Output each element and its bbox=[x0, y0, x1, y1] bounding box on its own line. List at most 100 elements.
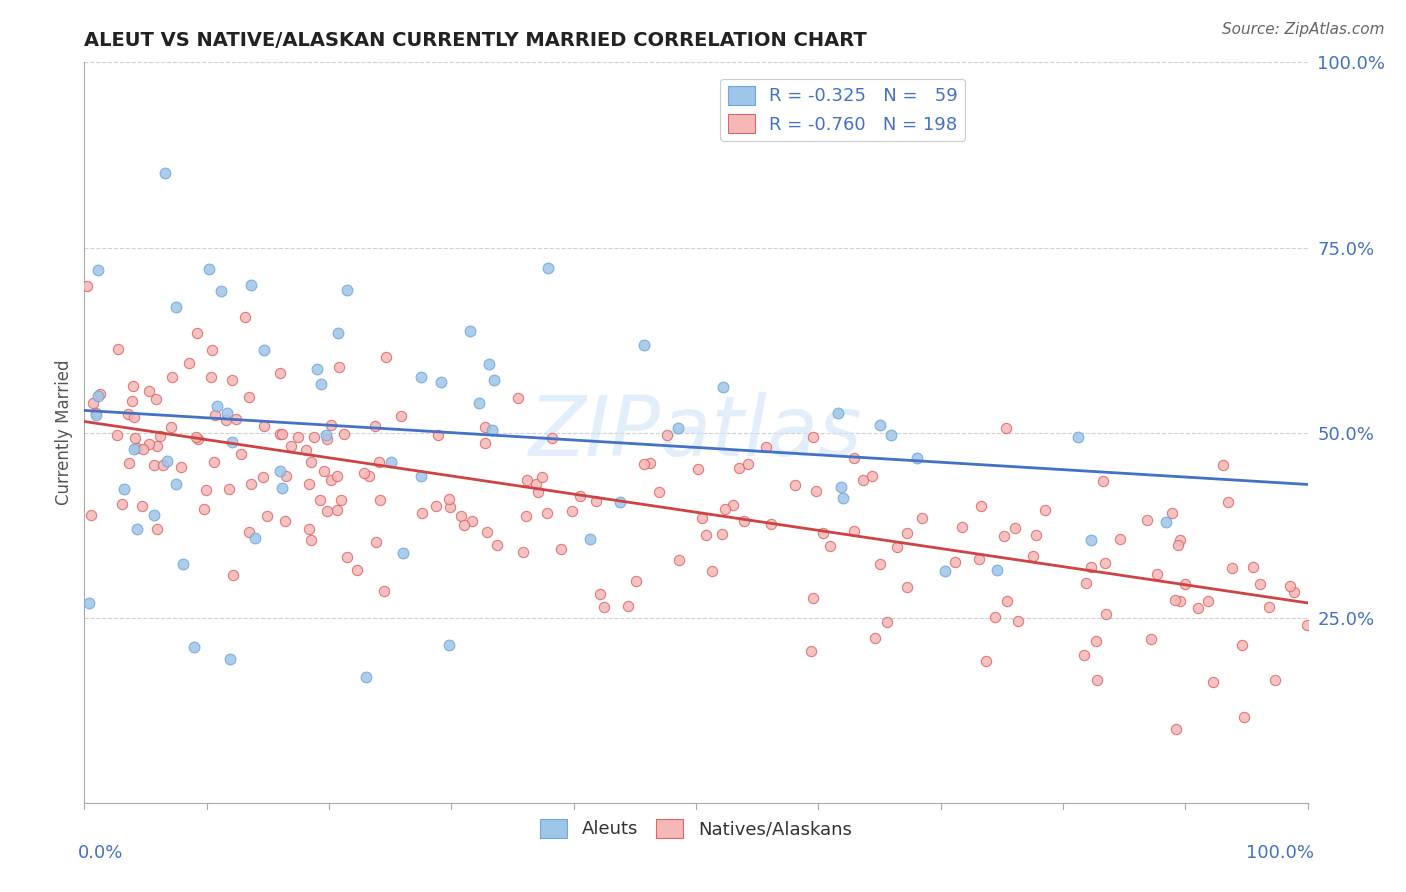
Point bbox=[354, 670, 377, 684]
Point bbox=[122, 329, 145, 343]
Point bbox=[1258, 587, 1281, 601]
Point bbox=[439, 425, 461, 440]
Point bbox=[253, 343, 276, 357]
Point bbox=[950, 574, 973, 589]
Point bbox=[969, 572, 991, 586]
Point bbox=[274, 405, 297, 419]
Point bbox=[76, 491, 98, 506]
Point bbox=[374, 567, 396, 582]
Point bbox=[818, 543, 841, 558]
Point bbox=[269, 500, 291, 514]
Point bbox=[911, 635, 934, 649]
Point bbox=[146, 375, 169, 389]
Point bbox=[896, 479, 918, 493]
Point bbox=[287, 541, 309, 556]
Point bbox=[298, 412, 321, 426]
Point bbox=[1074, 594, 1097, 608]
Point bbox=[138, 467, 160, 482]
Point bbox=[799, 530, 821, 544]
Point bbox=[711, 380, 734, 394]
Point bbox=[299, 580, 322, 594]
Point bbox=[117, 431, 139, 445]
Point bbox=[648, 603, 671, 617]
Point bbox=[512, 498, 534, 512]
Point bbox=[721, 516, 744, 530]
Point bbox=[218, 454, 240, 468]
Point bbox=[172, 558, 194, 572]
Point bbox=[1218, 574, 1240, 588]
Point bbox=[811, 481, 834, 495]
Point bbox=[737, 506, 759, 520]
Point bbox=[1168, 503, 1191, 517]
Point bbox=[1167, 489, 1189, 503]
Point bbox=[934, 564, 956, 578]
Point bbox=[827, 406, 849, 420]
Point bbox=[869, 514, 891, 528]
Point bbox=[411, 469, 433, 483]
Point bbox=[437, 503, 460, 517]
Point bbox=[1146, 534, 1168, 549]
Point bbox=[165, 476, 187, 491]
Point bbox=[688, 663, 710, 677]
Point bbox=[668, 589, 690, 603]
Point bbox=[702, 507, 724, 521]
Point bbox=[1230, 508, 1253, 523]
Point bbox=[112, 482, 135, 496]
Point bbox=[690, 547, 713, 561]
Point bbox=[425, 424, 447, 438]
Point bbox=[578, 533, 600, 547]
Text: 0.0%: 0.0% bbox=[79, 844, 124, 862]
Point bbox=[107, 458, 129, 473]
Point bbox=[527, 607, 550, 621]
Point bbox=[304, 450, 326, 465]
Point bbox=[299, 513, 322, 527]
Point bbox=[569, 489, 592, 503]
Point bbox=[896, 496, 918, 510]
Point bbox=[943, 450, 966, 465]
Point bbox=[307, 361, 329, 376]
Point bbox=[1187, 540, 1209, 554]
Point bbox=[253, 402, 276, 417]
Point bbox=[153, 166, 176, 180]
Point bbox=[122, 442, 145, 456]
Point bbox=[458, 324, 481, 338]
Point bbox=[215, 477, 238, 491]
Point bbox=[143, 370, 166, 384]
Point bbox=[1168, 581, 1191, 595]
Point bbox=[145, 495, 167, 509]
Point bbox=[245, 531, 267, 545]
Point bbox=[346, 392, 368, 406]
Point bbox=[561, 547, 583, 561]
Point bbox=[1073, 437, 1095, 451]
Point bbox=[869, 417, 891, 432]
Point bbox=[315, 444, 337, 458]
Point bbox=[353, 509, 375, 524]
Point bbox=[200, 417, 222, 431]
Point bbox=[295, 460, 318, 475]
Point bbox=[478, 357, 501, 371]
Point bbox=[364, 483, 387, 497]
Point bbox=[87, 389, 110, 403]
Point bbox=[481, 423, 503, 437]
Point bbox=[321, 544, 343, 558]
Point bbox=[149, 511, 172, 525]
Point bbox=[233, 452, 256, 467]
Point bbox=[202, 475, 225, 490]
Point bbox=[364, 444, 387, 458]
Point bbox=[326, 343, 349, 357]
Text: Source: ZipAtlas.com: Source: ZipAtlas.com bbox=[1222, 22, 1385, 37]
Point bbox=[229, 431, 252, 445]
Point bbox=[392, 546, 415, 560]
Point bbox=[876, 475, 898, 489]
Point bbox=[160, 478, 183, 492]
Point bbox=[783, 431, 806, 445]
Point bbox=[325, 402, 347, 417]
Point bbox=[1154, 515, 1177, 529]
Point bbox=[427, 452, 450, 467]
Point bbox=[541, 493, 564, 508]
Point bbox=[1174, 639, 1197, 653]
Point bbox=[221, 301, 243, 315]
Point bbox=[474, 498, 496, 512]
Point bbox=[138, 367, 160, 381]
Text: ZIPatlas: ZIPatlas bbox=[529, 392, 863, 473]
